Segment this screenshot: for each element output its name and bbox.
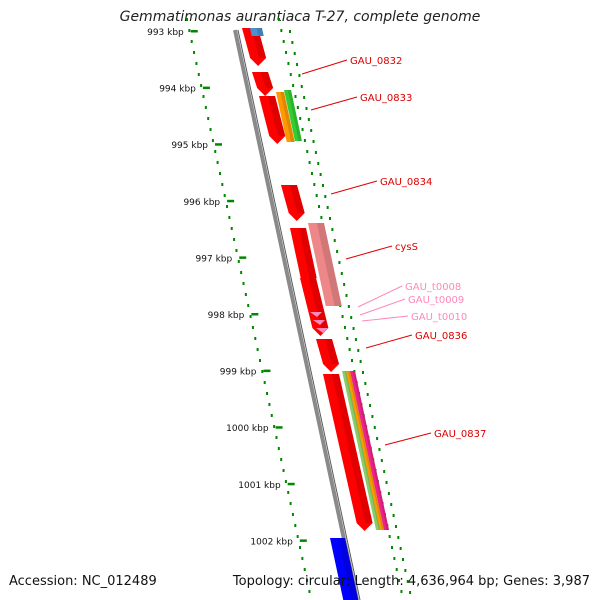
trna-marker-1 <box>313 320 325 325</box>
gene-block-gau0835-shade <box>298 228 317 278</box>
gene-block-stripe-green <box>342 371 382 530</box>
gene-block-cyss <box>308 223 342 306</box>
leader-line <box>330 180 378 195</box>
gene-block-orange <box>276 92 295 142</box>
trna-marker-0 <box>310 312 322 317</box>
gene-label[interactable]: GAU_t0009 <box>408 295 464 306</box>
tick-label: 1002 kbp <box>250 537 293 547</box>
gene-block-orange-shade <box>280 92 295 142</box>
dotted-guides <box>186 18 412 594</box>
tick-label: 995 kbp <box>171 141 208 151</box>
gene-block-blue-bottom-shade <box>338 538 359 600</box>
gene-label[interactable]: GAU_0834 <box>380 177 432 188</box>
tick-mark <box>227 199 235 203</box>
gene-block-gau0832 <box>252 72 274 96</box>
scale-ticks: 993 kbp 994 kbp 995 kbp 996 kbp 997 kbp 998 k… <box>147 28 307 547</box>
accession-text: Accession: NC_012489 <box>9 574 157 589</box>
gene-block-gau0831 <box>242 28 267 66</box>
tick-mark <box>275 426 283 429</box>
gene-block-stripe-orange <box>346 371 385 530</box>
gene-block-blue-top-shade <box>256 28 264 36</box>
tick-mark <box>190 30 198 33</box>
tick-label: 1001 kbp <box>238 481 281 491</box>
tick-mark <box>251 313 259 316</box>
trna-marker-2 <box>316 328 328 333</box>
tick-mark <box>239 256 247 259</box>
tick-mark <box>299 539 307 542</box>
gene-block-blue-top <box>250 28 264 36</box>
gene-block-stripe-magenta <box>350 371 390 530</box>
gene-block-cyss-shade <box>316 223 342 306</box>
map-title: Gemmatimonas aurantiaca T-27, complete g… <box>119 9 481 25</box>
gene-block-blue-bottom <box>330 538 359 600</box>
tick-label: 1000 kbp <box>226 424 269 434</box>
tick-label: 999 kbp <box>220 368 257 378</box>
leader-line <box>359 298 406 316</box>
gene-features <box>242 28 390 600</box>
tick-mark <box>202 86 210 90</box>
dotted-guide-inner <box>289 30 412 594</box>
leader-line <box>357 285 403 308</box>
genome-stats-text: Topology: circular; Length: 4,636,964 bp… <box>232 574 590 589</box>
gene-label[interactable]: cysS <box>395 242 418 253</box>
tick-label: 996 kbp <box>183 198 220 208</box>
tick-label: 998 kbp <box>208 311 245 321</box>
tick-label: 997 kbp <box>196 254 233 264</box>
gene-labels: GAU_0832 GAU_0833 GAU_0834 cysS GAU_t0008 GAU… <box>301 56 486 446</box>
gene-block-gau0833-shade <box>267 96 286 136</box>
gene-block-green-shade <box>287 90 302 141</box>
leader-line <box>345 245 393 260</box>
gene-block-gau0834-shade <box>289 185 305 213</box>
genome-backbone-shadow <box>237 29 361 600</box>
gene-block-gau0836 <box>316 339 340 372</box>
gene-block-gau0832-shade <box>260 72 274 88</box>
gene-block-gau0835 <box>290 228 317 278</box>
gene-block-stripe-magenta-shade <box>352 371 390 530</box>
leader-line <box>365 334 413 349</box>
leader-line <box>301 59 348 75</box>
gene-block-gau0834 <box>281 185 305 221</box>
dotted-guide-outer <box>186 18 311 593</box>
gene-label[interactable]: GAU_0832 <box>350 56 402 67</box>
leader-line <box>361 315 409 322</box>
gene-label[interactable]: GAU_0833 <box>360 93 412 104</box>
tick-mark <box>287 482 295 486</box>
genome-backbone <box>233 29 359 600</box>
tick-mark <box>215 143 223 146</box>
tick-label: 994 kbp <box>159 85 196 95</box>
gene-label[interactable]: GAU_t0008 <box>405 282 461 293</box>
gene-block-green <box>284 90 302 141</box>
gene-label[interactable]: GAU_t0010 <box>411 312 467 323</box>
gene-block-gau0833 <box>259 96 286 144</box>
gene-label[interactable]: GAU_0836 <box>415 331 467 342</box>
gene-block-stripe-orange-shade <box>348 371 385 530</box>
leader-line <box>384 432 432 446</box>
leader-line <box>310 96 358 111</box>
gene-block-gau0835b-shade <box>308 278 329 328</box>
gene-block-gau0836-shade <box>324 339 340 364</box>
gene-block-gau0837 <box>323 374 373 531</box>
tick-mark <box>263 369 271 373</box>
gene-label[interactable]: GAU_0837 <box>434 429 486 440</box>
gene-block-gau0837-shade <box>331 374 373 523</box>
tick-label: 993 kbp <box>147 28 184 38</box>
